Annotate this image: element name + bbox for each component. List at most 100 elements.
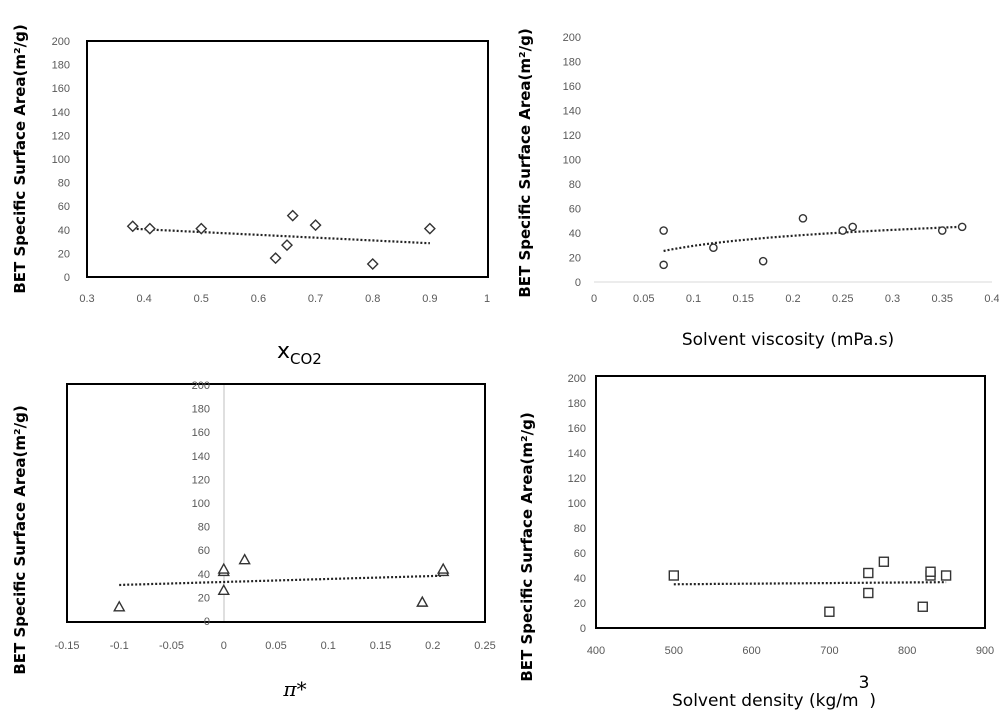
y-tick-label: 100 (563, 155, 581, 167)
y-tick-label: 140 (563, 106, 581, 118)
y-tick-label: 180 (563, 57, 581, 69)
trendline (132, 227, 430, 245)
x-tick-label: 0.25 (832, 293, 853, 305)
chart-xco2: 0 20 40 60 80 100 120 140 160 180 200 0.3 0.4 0.5 0.6… (11, 24, 490, 368)
x-tick-label: -0.1 (110, 640, 129, 652)
y-tick-label: 20 (198, 592, 210, 604)
y-tick-label: 140 (568, 448, 586, 460)
x-axis-label-main: Solvent density (kg/m (672, 691, 859, 711)
x-axis-label: Solvent viscosity (mPa.s) (682, 330, 894, 350)
triangle-marker (217, 583, 230, 596)
diamond-marker (143, 222, 156, 235)
x-axis-label-main: x (277, 339, 290, 364)
y-tick-label: 120 (192, 474, 210, 486)
y-tick-label: 60 (569, 204, 581, 216)
diamond-marker (126, 220, 139, 233)
trendline-path (673, 581, 947, 586)
x-tick-label: 0.05 (265, 640, 286, 652)
plot-frame (86, 40, 489, 278)
x-tick-label: 600 (742, 645, 760, 657)
y-tick-label: 60 (198, 545, 210, 557)
trendline-path (663, 225, 963, 253)
x-tick-label: 0.1 (321, 640, 336, 652)
circle-marker (758, 256, 768, 266)
trendline-path (132, 227, 430, 245)
y-tick-label: 160 (52, 83, 70, 95)
x-tick-label: 700 (820, 645, 838, 657)
square-marker (925, 566, 936, 577)
diamond-marker (423, 222, 436, 235)
y-tick-label: 20 (569, 253, 581, 265)
square-marker (878, 556, 890, 567)
x-axis-label-end: ) (869, 691, 876, 711)
triangle-marker (113, 600, 126, 612)
y-tick-label: 120 (563, 130, 581, 142)
x-tick-label: 0.1 (686, 293, 701, 305)
diamond-marker (286, 209, 299, 222)
x-tick-label: 0.05 (633, 293, 654, 305)
square-marker (863, 567, 874, 579)
y-tick-label: 120 (568, 473, 586, 485)
y-ticks: 0 20 40 60 80 100 120 140 160 180 200 (192, 380, 210, 628)
y-tick-label: 80 (58, 178, 70, 190)
triangle-marker (437, 562, 450, 574)
circle-marker (848, 222, 858, 232)
circle-marker (838, 226, 848, 235)
y-tick-label: 100 (568, 498, 586, 510)
circle-marker (798, 213, 808, 223)
y-tick-label: 20 (58, 248, 70, 260)
x-axis-label-superscript: 3 (859, 673, 870, 693)
x-tick-label: 0.3 (79, 293, 94, 305)
triangle-marker (238, 553, 251, 565)
circle-marker (937, 226, 947, 235)
y-tick-label: 0 (204, 616, 210, 628)
x-tick-label: 0.5 (194, 293, 209, 305)
x-tick-label: -0.15 (54, 640, 79, 652)
y-tick-label: 120 (52, 130, 70, 142)
x-tick-label: 0.4 (984, 293, 999, 305)
x-axis-label: xCO2 (277, 339, 322, 368)
x-ticks: 400 500 600 700 800 900 (587, 645, 994, 657)
y-axis-label: BET Specific Surface Area(m²/g) (11, 405, 29, 674)
y-axis-label: BET Specific Surface Area(m²/g) (516, 28, 534, 297)
x-axis-label-subscript: CO2 (290, 350, 322, 368)
x-tick-label: 0.7 (308, 293, 323, 305)
y-tick-label: 200 (192, 380, 210, 392)
x-ticks: 0.3 0.4 0.5 0.6 0.7 0.8 0.9 1 (79, 293, 490, 305)
x-tick-label: 1 (484, 293, 490, 305)
y-tick-label: 60 (58, 201, 70, 213)
diamond-marker (195, 222, 208, 235)
x-axis-label: Solvent density (kg/m3) (672, 673, 876, 711)
x-tick-label: 0.8 (365, 293, 380, 305)
y-tick-label: 100 (52, 154, 70, 166)
x-tick-label: 0 (221, 640, 227, 652)
circle-marker (709, 243, 718, 252)
x-tick-label: 0.15 (733, 293, 754, 305)
y-tick-label: 160 (563, 81, 581, 93)
data-points (113, 553, 450, 612)
x-tick-label: 900 (976, 645, 994, 657)
y-tick-label: 0 (580, 623, 586, 635)
trendline (673, 581, 947, 586)
y-tick-label: 60 (574, 548, 586, 560)
y-tick-label: 80 (569, 179, 581, 191)
y-tick-label: 40 (569, 228, 581, 240)
x-tick-label: 0.2 (785, 293, 800, 305)
y-ticks: 0 20 40 60 80 100 120 140 160 180 200 (568, 373, 586, 635)
plot-frame (595, 375, 986, 629)
y-tick-label: 40 (58, 225, 70, 237)
data-points (668, 556, 952, 617)
y-tick-label: 200 (52, 36, 70, 48)
y-tick-label: 80 (574, 523, 586, 535)
x-tick-label: 0.3 (885, 293, 900, 305)
y-tick-label: 20 (574, 598, 586, 610)
diamond-marker (366, 258, 379, 271)
y-tick-label: 180 (192, 404, 210, 416)
y-tick-label: 0 (64, 272, 70, 284)
y-tick-label: 80 (198, 522, 210, 534)
y-ticks: 0 20 40 60 80 100 120 140 160 180 200 (563, 32, 581, 289)
triangle-marker (217, 562, 230, 574)
square-marker (917, 601, 928, 612)
diamond-marker (309, 219, 322, 232)
